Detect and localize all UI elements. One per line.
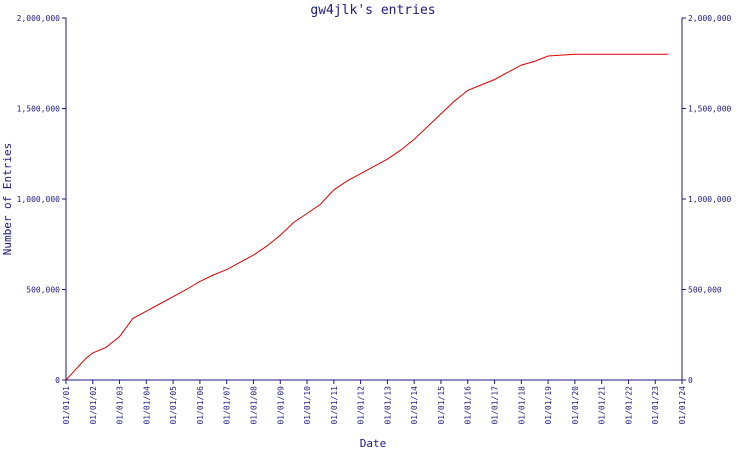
y-tick-label: 500,000	[688, 286, 722, 295]
left-y-ticks: 0 500,000 1,000,000 1,500,000 2,000,000	[17, 14, 66, 385]
x-tick-label: 01/01/19	[544, 386, 553, 425]
y-axis-label: Number of Entries	[1, 143, 14, 256]
x-axis-label: Date	[360, 437, 387, 450]
x-tick-label: 01/01/02	[89, 386, 98, 425]
y-tick-label: 2,000,000	[17, 14, 61, 23]
y-tick-label: 2,000,000	[688, 14, 732, 23]
x-tick-label: 01/01/13	[383, 386, 392, 425]
x-tick-label: 01/01/22	[624, 386, 633, 425]
x-tick-label: 01/01/06	[196, 386, 205, 425]
x-tick-label: 01/01/17	[491, 386, 500, 425]
chart-title: gw4jlk's entries	[310, 3, 435, 18]
x-ticks: 01/01/01 01/01/02 01/01/03 01/01/04 01/01/05…	[62, 380, 687, 425]
x-tick-label: 01/01/01	[62, 386, 71, 425]
y-tick-label: 1,500,000	[688, 105, 732, 114]
y-tick-label: 0	[688, 376, 693, 385]
x-tick-label: 01/01/09	[276, 386, 285, 425]
x-tick-label: 01/01/18	[517, 386, 526, 425]
y-tick-label: 1,500,000	[17, 105, 61, 114]
plot-area	[65, 18, 683, 381]
x-tick-label: 01/01/14	[410, 386, 419, 425]
x-tick-label: 01/01/23	[651, 386, 660, 425]
x-tick-label: 01/01/16	[464, 386, 473, 425]
x-tick-label: 01/01/21	[598, 386, 607, 425]
x-tick-label: 01/01/05	[169, 386, 178, 425]
x-tick-label: 01/01/12	[357, 386, 366, 425]
series-line	[65, 53, 669, 381]
x-tick-label: 01/01/08	[249, 386, 258, 425]
x-tick-label: 01/01/24	[678, 386, 687, 425]
y-tick-label: 0	[55, 376, 60, 385]
x-tick-label: 01/01/15	[437, 386, 446, 425]
y-tick-label: 1,000,000	[17, 195, 61, 204]
right-y-ticks: 0 500,000 1,000,000 1,500,000 2,000,000	[682, 14, 732, 385]
y-tick-label: 500,000	[26, 286, 60, 295]
x-tick-label: 01/01/04	[142, 386, 151, 425]
x-tick-label: 01/01/11	[330, 386, 339, 425]
x-tick-label: 01/01/07	[223, 386, 232, 425]
y-tick-label: 1,000,000	[688, 195, 732, 204]
x-tick-label: 01/01/10	[303, 386, 312, 425]
x-tick-label: 01/01/20	[571, 386, 580, 425]
x-tick-label: 01/01/03	[116, 386, 125, 425]
